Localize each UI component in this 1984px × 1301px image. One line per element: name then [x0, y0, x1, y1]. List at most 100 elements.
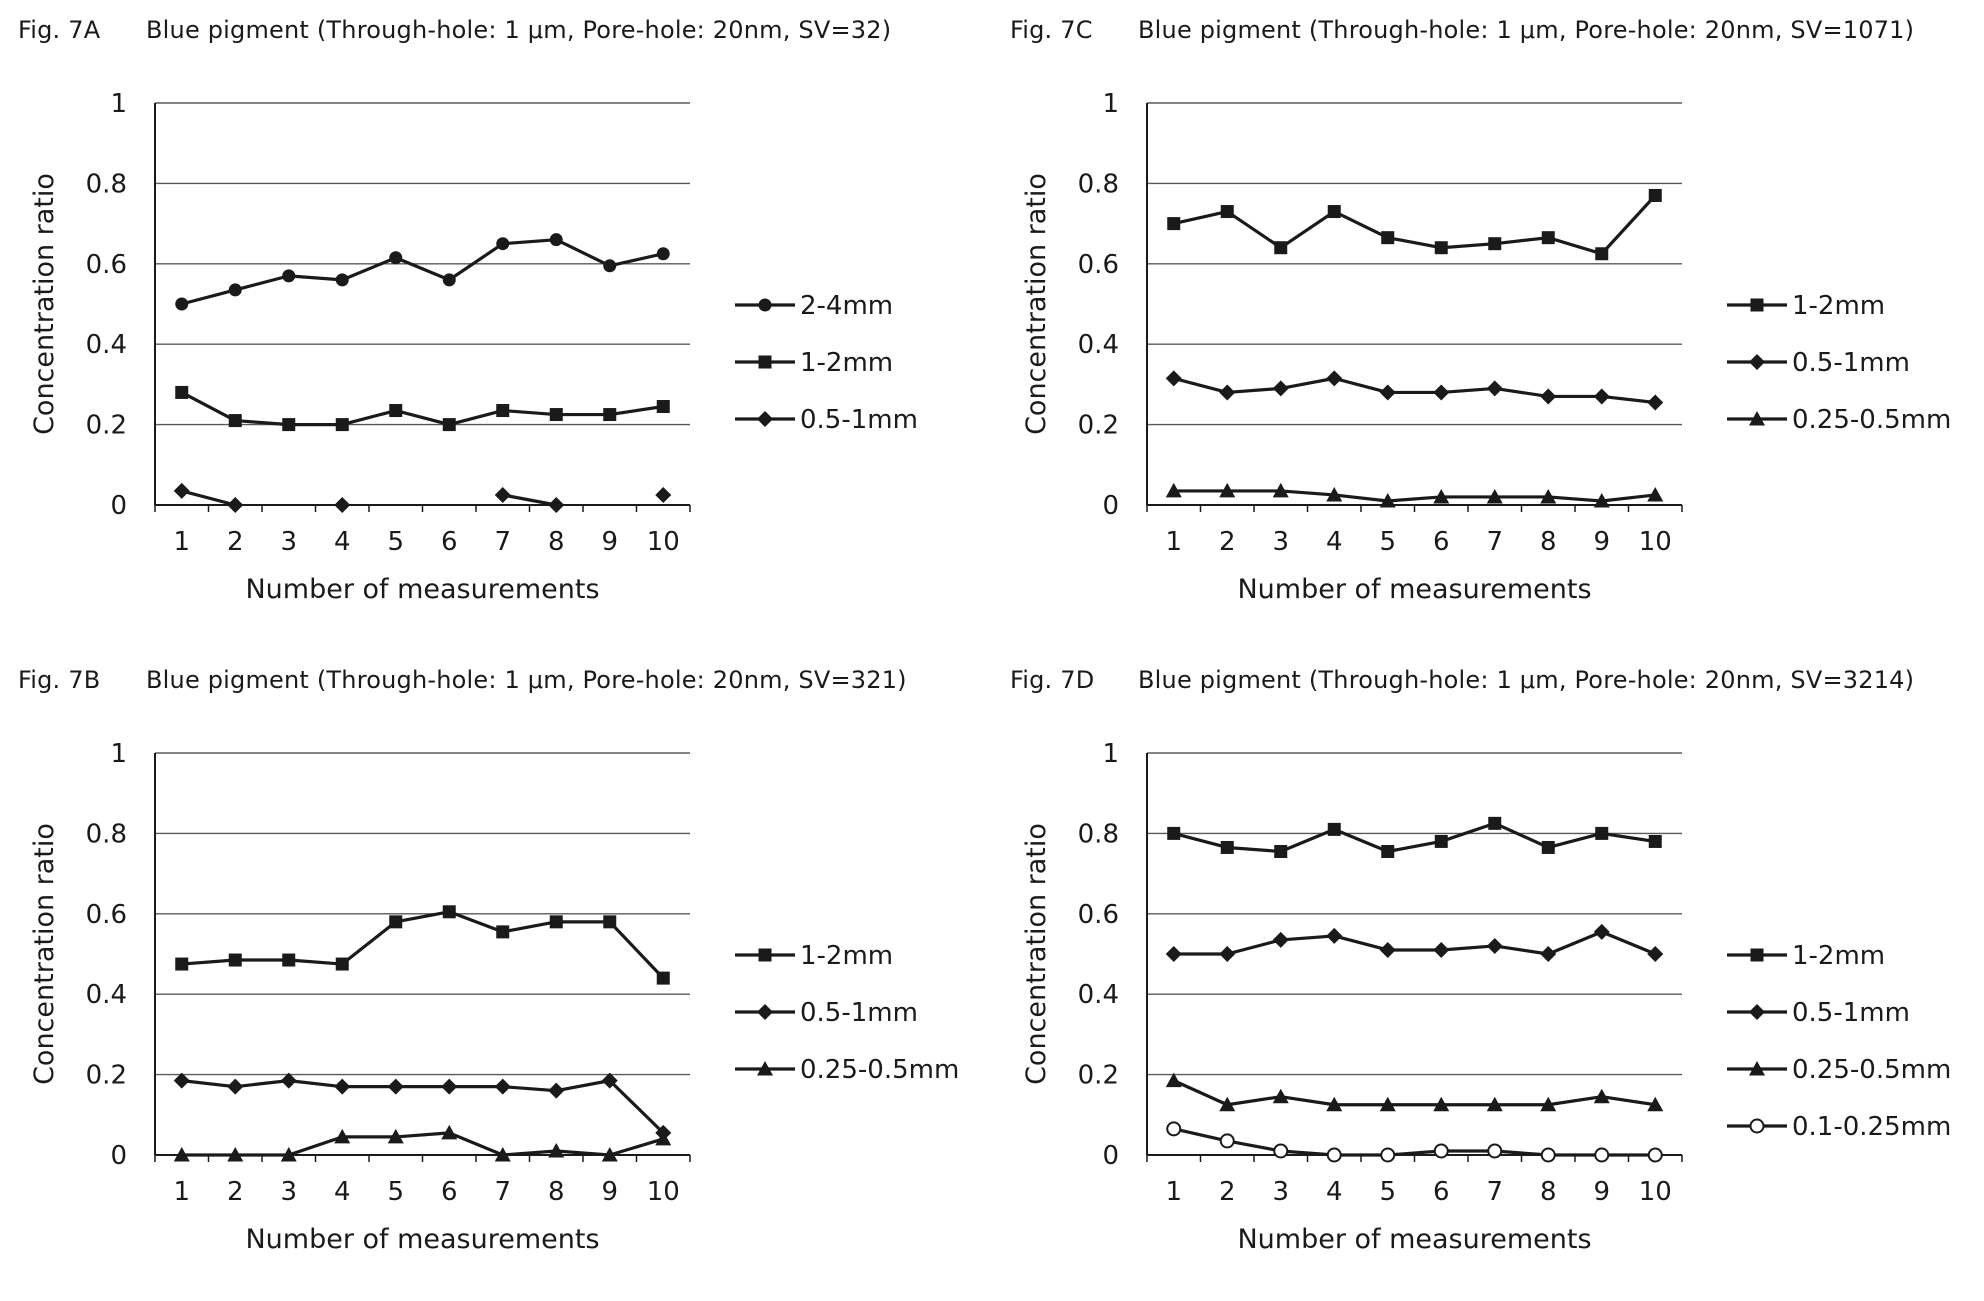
data-point: [1540, 1147, 1556, 1163]
chart-title: Blue pigment (Through-hole: 1 μm, Pore-h…: [146, 666, 907, 694]
x-tick-label: 3: [280, 1177, 297, 1207]
x-tick-label: 8: [1540, 527, 1557, 557]
data-point: [1165, 370, 1182, 387]
data-point: [549, 408, 563, 422]
data-point: [441, 1124, 458, 1140]
x-tick-label: 9: [1593, 527, 1610, 557]
x-tick-label: 10: [647, 527, 680, 557]
legend-entry: 1-2mm: [1727, 291, 1885, 321]
y-tick-label: 1: [110, 739, 127, 769]
y-tick-label: 0: [1102, 1141, 1119, 1171]
data-point: [494, 1078, 511, 1095]
chart-title: Blue pigment (Through-hole: 1 μm, Pore-h…: [146, 16, 892, 44]
data-point: [282, 269, 296, 283]
data-point: [1379, 384, 1396, 401]
legend-entry: 0.1-0.25mm: [1727, 1112, 1951, 1142]
y-tick-label: 0.2: [86, 1061, 127, 1091]
x-tick-label: 8: [1540, 1177, 1557, 1207]
chart-heading: Fig. 7D Blue pigment (Through-hole: 1 μm,…: [1010, 666, 1914, 694]
data-point: [442, 905, 456, 919]
data-point: [1272, 380, 1289, 397]
legend-label: 2-4mm: [800, 291, 893, 321]
x-tick-label: 2: [227, 1177, 244, 1207]
y-tick-label: 0.8: [1078, 819, 1119, 849]
legend-label: 1-2mm: [800, 348, 893, 378]
x-tick-label: 5: [387, 1177, 404, 1207]
series-line: [181, 391, 664, 427]
data-point: [1165, 946, 1182, 962]
x-tick-label: 5: [1379, 527, 1396, 557]
data-point: [1380, 1147, 1396, 1163]
data-point: [1540, 946, 1557, 962]
x-axis-label: Number of measurements: [245, 1224, 599, 1255]
x-tick-label: 1: [173, 527, 190, 557]
data-point: [496, 237, 510, 251]
legend-label: 1-2mm: [800, 941, 893, 971]
data-point: [389, 915, 403, 929]
y-tick-label: 0.8: [1078, 169, 1119, 199]
legend-entry: 0.25-0.5mm: [735, 1055, 959, 1085]
x-tick-label: 6: [1433, 527, 1450, 557]
x-axis-label: Number of measurements: [245, 574, 599, 605]
chart-title: Blue pigment (Through-hole: 1 μm, Pore-h…: [1138, 666, 1915, 694]
data-point: [1220, 205, 1234, 219]
legend-marker: [757, 1061, 773, 1076]
y-tick-label: 1: [110, 89, 127, 119]
y-tick-label: 0.6: [1078, 250, 1119, 280]
data-point: [227, 1147, 244, 1162]
legend-entry: 0.5-1mm: [735, 405, 918, 435]
data-point: [227, 497, 244, 513]
legend-entry: 1-2mm: [1727, 941, 1885, 971]
data-point: [1486, 488, 1503, 504]
figure-id: Fig. 7B: [18, 666, 101, 694]
x-tick-label: 7: [494, 527, 511, 557]
data-point: [1326, 927, 1343, 944]
data-point: [1167, 217, 1181, 231]
data-point: [1647, 486, 1664, 502]
data-point: [1379, 941, 1396, 958]
y-tick-label: 0.4: [1078, 980, 1119, 1010]
data-point: [1381, 844, 1395, 858]
data-point: [1326, 486, 1343, 502]
legend-marker: [1749, 1004, 1765, 1020]
legend-label: 0.5-1mm: [800, 998, 918, 1028]
y-tick-label: 0.4: [1078, 330, 1119, 360]
x-tick-label: 7: [494, 1177, 511, 1207]
y-tick-label: 0: [1102, 491, 1119, 521]
data-point: [603, 915, 617, 929]
legend-entry: 0.25-0.5mm: [1727, 1055, 1951, 1085]
legend-marker: [1750, 298, 1764, 312]
series-line: [1173, 930, 1656, 956]
series-line: [1173, 194, 1657, 256]
legend-label: 0.25-0.5mm: [1792, 405, 1951, 435]
data-point: [1433, 488, 1450, 504]
data-point: [494, 486, 511, 503]
line-chart: 0 0.2 0.4 0.6 0.8 1 1 2 3 4 5 6 7 8 9 10 Number of measu…: [29, 739, 959, 1255]
data-point: [1540, 488, 1557, 504]
data-point: [1165, 482, 1182, 498]
line-chart: 0 0.2 0.4 0.6 0.8 1 1 2 3 4 5 6 7 8 9 10 Number of measu…: [1021, 89, 1951, 605]
chart-heading: Fig. 7B Blue pigment (Through-hole: 1 μm,…: [18, 666, 907, 694]
series-1-2mm: [175, 385, 670, 432]
y-tick-label: 0.6: [86, 900, 127, 930]
series-0.1-0.25mm: [1166, 1121, 1663, 1163]
data-point: [173, 1147, 190, 1162]
data-point: [656, 971, 670, 985]
data-point: [1165, 1072, 1182, 1088]
series-line: [181, 1131, 664, 1157]
data-point: [496, 925, 510, 939]
series-line: [1173, 821, 1656, 854]
data-point: [1593, 1088, 1610, 1104]
legend-marker: [1749, 1061, 1765, 1076]
chart-panel-7d: Fig. 7D Blue pigment (Through-hole: 1 μm,…: [992, 650, 1984, 1300]
data-point: [1326, 370, 1343, 387]
legend-marker: [758, 948, 772, 962]
x-tick-label: 6: [441, 527, 458, 557]
y-tick-label: 0.2: [86, 411, 127, 441]
figure-id: Fig. 7D: [1010, 666, 1095, 694]
data-point: [1379, 492, 1396, 508]
data-point: [282, 953, 296, 967]
series-0.5-1mm: [173, 1072, 672, 1141]
data-point: [1219, 946, 1236, 962]
series-1-2mm: [175, 905, 670, 985]
